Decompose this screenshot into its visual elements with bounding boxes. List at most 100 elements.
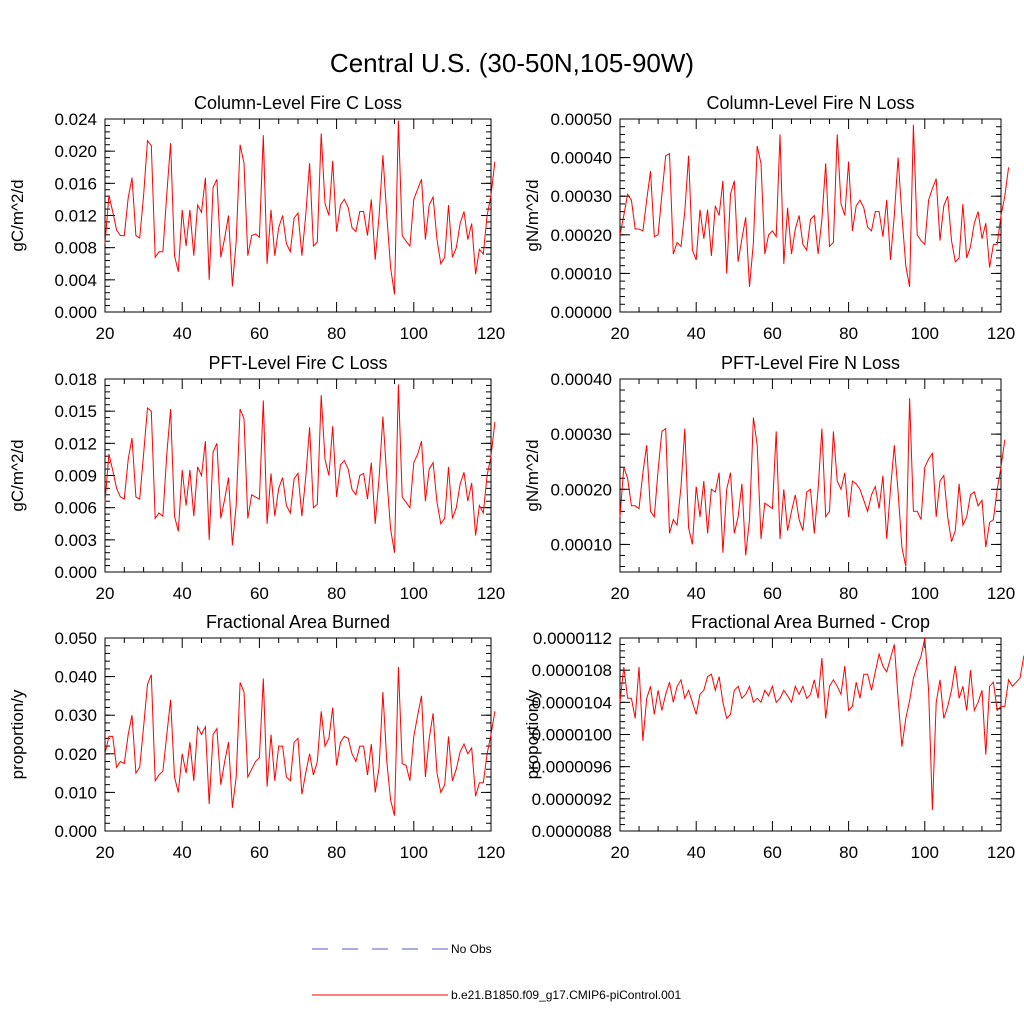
- x-tick-label: 40: [687, 324, 706, 343]
- y-tick-label: 0.00040: [551, 149, 612, 168]
- x-tick-label: 60: [763, 584, 782, 603]
- y-tick-label: 0.050: [54, 629, 97, 648]
- y-axis-label: gN/m^2/d: [523, 439, 542, 511]
- y-tick-label: 0.024: [54, 110, 97, 129]
- panel-title: PFT-Level Fire C Loss: [208, 353, 387, 373]
- chart-panel-6: Fractional Area Burned - Crop 20 40 60 80 100…: [523, 612, 1024, 862]
- plot-frame: [104, 637, 492, 832]
- x-tick-label: 100: [911, 324, 939, 343]
- chart-panel-5: Fractional Area Burned 20 40 60 80 100 120 0.00…: [8, 612, 505, 862]
- x-tick-label: 40: [173, 324, 192, 343]
- y-tick-label: 0.0000108: [532, 661, 612, 680]
- y-axis-label: gN/m^2/d: [523, 179, 542, 251]
- series-line: [619, 637, 1024, 811]
- y-tick-label: 0.00020: [551, 480, 612, 499]
- y-axis-label: proportion/y: [8, 689, 27, 779]
- x-tick-label: 120: [987, 584, 1015, 603]
- x-tick-label: 60: [250, 584, 269, 603]
- y-tick-label: 0.003: [54, 531, 97, 550]
- x-tick-label: 100: [911, 843, 939, 862]
- x-tick-label: 60: [250, 843, 269, 862]
- chart-panel-1: Column-Level Fire C Loss 20 40 60 80 100 120 0.…: [8, 93, 505, 343]
- x-tick-label: 80: [327, 843, 346, 862]
- y-tick-label: 0.015: [54, 402, 97, 421]
- y-tick-label: 0.000: [54, 303, 97, 322]
- y-axis-label: gC/m^2/d: [8, 439, 27, 511]
- x-tick-label: 120: [477, 584, 505, 603]
- x-tick-label: 80: [839, 843, 858, 862]
- x-tick-label: 120: [987, 843, 1015, 862]
- x-tick-label: 100: [400, 584, 428, 603]
- y-axis-label: gC/m^2/d: [8, 179, 27, 251]
- x-tick-label: 60: [763, 324, 782, 343]
- x-tick-label: 100: [911, 584, 939, 603]
- y-tick-label: 0.0000104: [532, 693, 612, 712]
- y-tick-label: 0.00030: [551, 187, 612, 206]
- plot-frame: [619, 637, 1002, 832]
- y-tick-label: 0.0000096: [532, 758, 612, 777]
- y-tick-label: 0.0000088: [532, 822, 612, 841]
- y-tick-label: 0.0000112: [533, 629, 612, 648]
- y-tick-label: 0.040: [54, 668, 97, 687]
- x-tick-label: 20: [611, 584, 630, 603]
- y-tick-label: 0.016: [54, 174, 97, 193]
- y-tick-label: 0.00000: [551, 303, 612, 322]
- y-tick-label: 0.00010: [551, 264, 612, 283]
- chart-panel-4: PFT-Level Fire N Loss 20 40 60 80 100 120 0.000…: [523, 353, 1015, 603]
- plot-frame: [619, 118, 1002, 313]
- panel-title: PFT-Level Fire N Loss: [721, 353, 900, 373]
- x-tick-label: 60: [250, 324, 269, 343]
- x-tick-label: 80: [839, 584, 858, 603]
- x-tick-label: 40: [173, 843, 192, 862]
- panel-title: Column-Level Fire N Loss: [706, 93, 914, 113]
- y-tick-label: 0.012: [54, 434, 97, 453]
- y-tick-label: 0.00050: [551, 110, 612, 129]
- y-tick-label: 0.030: [54, 706, 97, 725]
- x-tick-label: 40: [173, 584, 192, 603]
- x-tick-label: 20: [96, 324, 115, 343]
- panel-title: Column-Level Fire C Loss: [194, 93, 402, 113]
- legend-model-label: b.e21.B1850.f09_g17.CMIP6-piControl.001: [451, 988, 681, 1002]
- y-tick-label: 0.000: [54, 822, 97, 841]
- x-tick-label: 60: [763, 843, 782, 862]
- x-tick-label: 80: [839, 324, 858, 343]
- panel-title: Fractional Area Burned: [206, 612, 390, 632]
- y-tick-label: 0.00030: [551, 425, 612, 444]
- x-tick-label: 20: [611, 843, 630, 862]
- y-tick-label: 0.00020: [551, 226, 612, 245]
- x-tick-label: 120: [987, 324, 1015, 343]
- y-tick-label: 0.020: [54, 745, 97, 764]
- chart-panel-2: Column-Level Fire N Loss 20 40 60 80 100 120 0.…: [523, 93, 1015, 343]
- y-tick-label: 0.0000100: [532, 726, 612, 745]
- x-tick-label: 100: [400, 324, 428, 343]
- legend: No Obs b.e21.B1850.f09_g17.CMIP6-piContr…: [312, 942, 681, 1002]
- x-tick-label: 120: [477, 324, 505, 343]
- figure-title: Central U.S. (30-50N,105-90W): [330, 48, 694, 78]
- x-tick-label: 120: [477, 843, 505, 862]
- series-line: [104, 120, 496, 295]
- y-tick-label: 0.00040: [551, 370, 612, 389]
- y-tick-label: 0.012: [54, 207, 97, 226]
- series-line: [104, 384, 496, 553]
- x-tick-label: 100: [400, 843, 428, 862]
- series-line: [619, 398, 1006, 567]
- x-tick-label: 80: [327, 584, 346, 603]
- y-tick-label: 0.000: [54, 563, 97, 582]
- y-tick-label: 0.0000092: [532, 790, 612, 809]
- legend-obs-label: No Obs: [451, 942, 492, 956]
- y-axis-label: proportion/y: [523, 689, 542, 779]
- y-tick-label: 0.00010: [551, 535, 612, 554]
- x-tick-label: 40: [687, 584, 706, 603]
- y-tick-label: 0.008: [54, 239, 97, 258]
- x-tick-label: 20: [96, 843, 115, 862]
- panel-title: Fractional Area Burned - Crop: [691, 612, 930, 632]
- x-tick-label: 20: [96, 584, 115, 603]
- series-line: [619, 124, 1010, 287]
- chart-panel-3: PFT-Level Fire C Loss 20 40 60 80 100 120 0.000…: [8, 353, 505, 603]
- y-tick-label: 0.009: [54, 467, 97, 486]
- x-tick-label: 20: [611, 324, 630, 343]
- x-tick-label: 80: [327, 324, 346, 343]
- x-tick-label: 40: [687, 843, 706, 862]
